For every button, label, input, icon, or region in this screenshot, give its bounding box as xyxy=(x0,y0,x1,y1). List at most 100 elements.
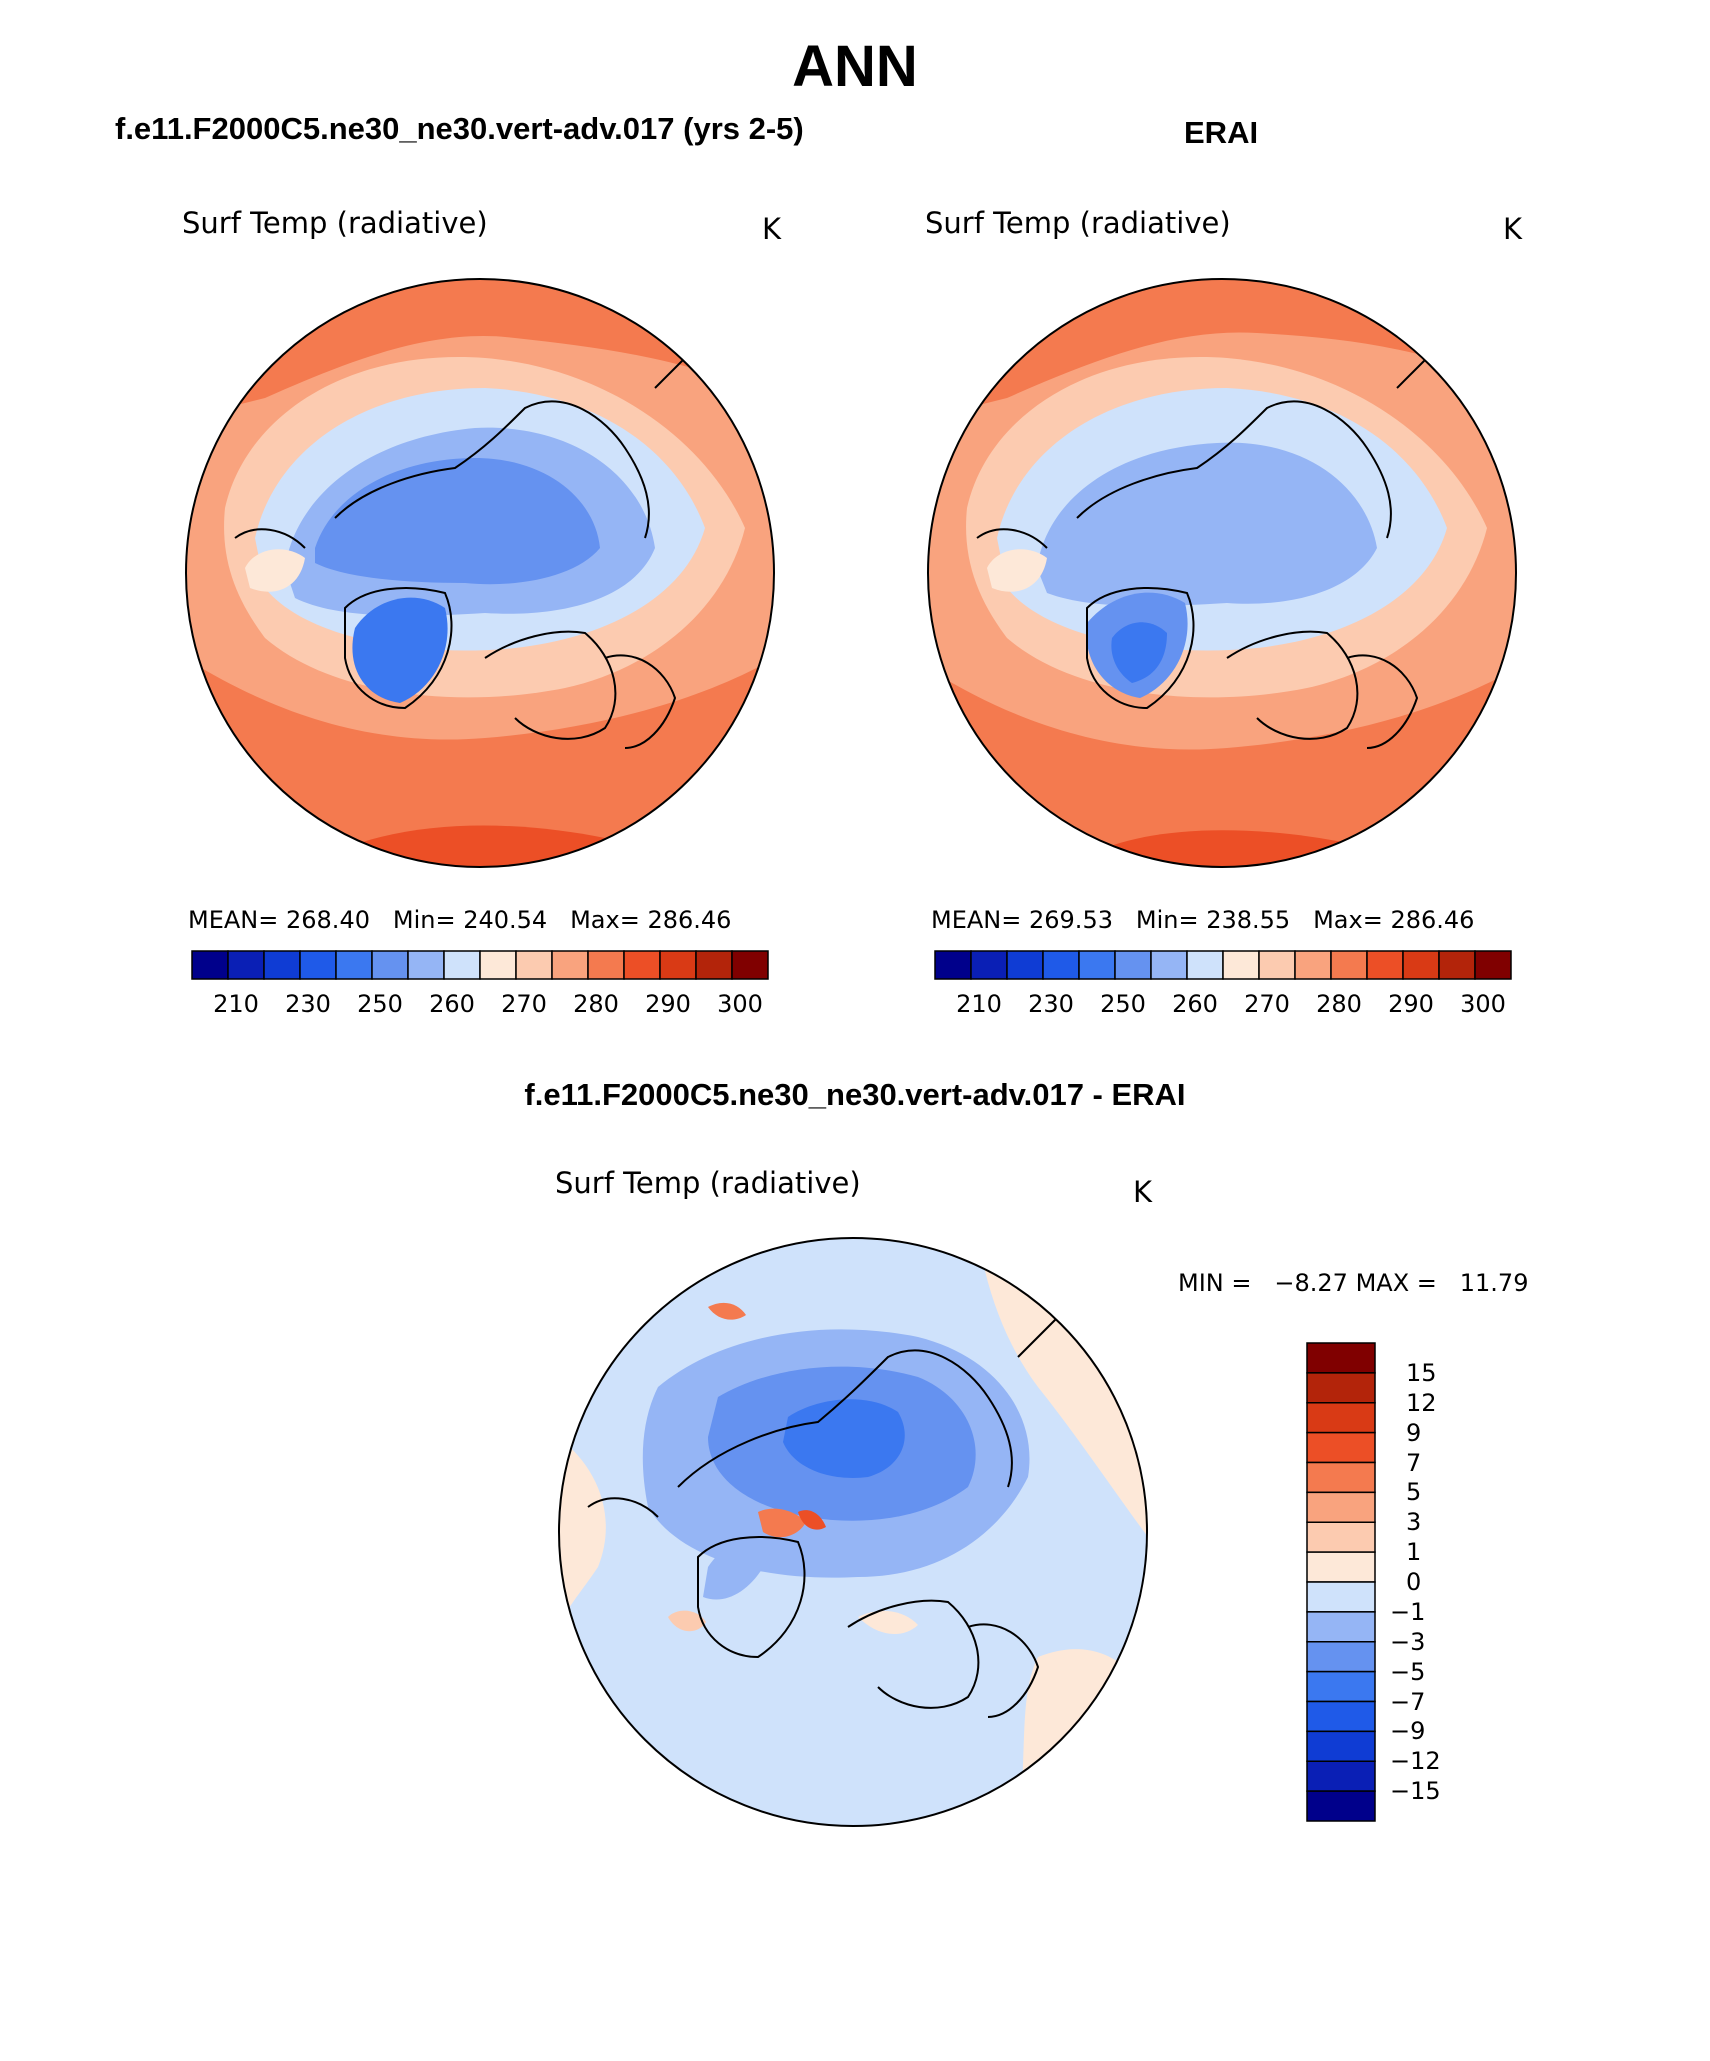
colorbar-box xyxy=(1306,1611,1376,1643)
colorbar-tick-label: −12 xyxy=(1390,1747,1441,1776)
colorbar-tick-label: 5 xyxy=(1406,1478,1422,1507)
colorbar-box xyxy=(1306,1790,1376,1822)
stat-min-label: Min= xyxy=(392,906,456,934)
panel-diff-units: K xyxy=(1133,1175,1153,1209)
colorbar-box xyxy=(1294,950,1332,980)
colorbar-tick-label: −5 xyxy=(1390,1657,1426,1686)
panel-diff-polar-map xyxy=(558,1237,1148,1827)
stat-min: 238.55 xyxy=(1206,906,1291,934)
colorbar-box xyxy=(659,950,697,980)
colorbar-tick-label: 280 xyxy=(1316,990,1362,1018)
stat-max-label: Max= xyxy=(1313,906,1383,934)
colorbar-box xyxy=(191,950,229,980)
panel-model-stats: MEAN= 268.40 Min= 240.54 Max= 286.46 xyxy=(188,905,731,935)
colorbar-box xyxy=(1306,1491,1376,1523)
colorbar-box xyxy=(1306,1372,1376,1404)
stat-max: 11.79 xyxy=(1459,1269,1529,1297)
colorbar-tick-label: −1 xyxy=(1390,1597,1426,1626)
colorbar-box xyxy=(587,950,625,980)
panel-diff-colorbar-ticks: 15 12 9 7 5 3 1 0 −1 −3 −5 −7 −9 −12 −15 xyxy=(1390,1343,1470,1821)
colorbar-tick-label: 230 xyxy=(285,990,331,1018)
colorbar-tick-label: −15 xyxy=(1390,1777,1441,1806)
colorbar-box xyxy=(1150,950,1188,980)
colorbar-tick-label: 230 xyxy=(1028,990,1074,1018)
colorbar-box xyxy=(1366,950,1404,980)
colorbar-box xyxy=(1306,1342,1376,1374)
panel-diff-variable-label: Surf Temp (radiative) xyxy=(555,1166,861,1200)
colorbar-box xyxy=(934,950,972,980)
colorbar-box xyxy=(551,950,589,980)
colorbar-box xyxy=(515,950,553,980)
stat-min-label: MIN = xyxy=(1178,1269,1252,1297)
colorbar-box xyxy=(623,950,661,980)
colorbar-box xyxy=(695,950,733,980)
colorbar-box xyxy=(1402,950,1440,980)
colorbar-box xyxy=(443,950,481,980)
stat-mean: 268.40 xyxy=(286,906,370,934)
colorbar-box xyxy=(1186,950,1224,980)
colorbar-box xyxy=(1042,950,1080,980)
colorbar-box xyxy=(1306,1641,1376,1673)
colorbar-tick-label: 210 xyxy=(213,990,259,1018)
colorbar-box xyxy=(479,950,517,980)
panel-obs-variable-label: Surf Temp (radiative) xyxy=(925,206,1231,240)
panel-obs-stats: MEAN= 269.53 Min= 238.55 Max= 286.46 xyxy=(931,905,1474,935)
colorbar-tick-label: 260 xyxy=(429,990,475,1018)
colorbar-box xyxy=(1474,950,1512,980)
panel-obs-heading: ERAI xyxy=(1184,115,1259,150)
panel-model-units: K xyxy=(762,212,782,246)
colorbar-box xyxy=(1306,1670,1376,1703)
colorbar-box xyxy=(1438,950,1476,980)
colorbar-tick-label: 15 xyxy=(1406,1358,1437,1387)
colorbar-box xyxy=(1306,1700,1376,1733)
stat-min: 240.54 xyxy=(463,906,548,934)
colorbar-tick-label: 290 xyxy=(645,990,691,1018)
colorbar-tick-label: −9 xyxy=(1390,1717,1426,1746)
colorbar-box xyxy=(1306,1730,1376,1762)
colorbar-tick-label: 3 xyxy=(1406,1508,1422,1537)
colorbar-tick-label: −3 xyxy=(1390,1627,1426,1656)
panel-model-heading: f.e11.F2000C5.ne30_ne30.vert-adv.017 (yr… xyxy=(115,111,804,146)
colorbar-tick-label: 280 xyxy=(573,990,619,1018)
stat-max: 286.46 xyxy=(647,906,732,934)
colorbar-tick-label: 7 xyxy=(1406,1448,1422,1477)
stat-mean: 269.53 xyxy=(1029,906,1113,934)
stat-min-label: Min= xyxy=(1135,906,1199,934)
colorbar-tick-label: 12 xyxy=(1406,1388,1437,1417)
stat-max-label: MAX = xyxy=(1355,1269,1437,1297)
colorbar-box xyxy=(1306,1760,1376,1792)
colorbar-box xyxy=(1222,950,1260,980)
colorbar-box xyxy=(299,950,337,980)
colorbar-box xyxy=(970,950,1008,980)
colorbar-box xyxy=(1306,1431,1376,1464)
panel-model-colorbar-ticks: 210 230 250 260 270 280 290 300 xyxy=(192,990,768,1020)
panel-diff-heading: f.e11.F2000C5.ne30_ne30.vert-adv.017 - E… xyxy=(524,1077,1186,1112)
colorbar-box xyxy=(1306,1521,1376,1553)
colorbar-tick-label: 270 xyxy=(1244,990,1290,1018)
colorbar-box xyxy=(371,950,409,980)
panel-obs-colorbar xyxy=(934,950,1512,980)
stat-mean-label: MEAN= xyxy=(188,906,279,934)
panel-obs-colorbar-ticks: 210 230 250 260 270 280 290 300 xyxy=(935,990,1511,1020)
colorbar-tick-label: 1 xyxy=(1406,1538,1422,1567)
panel-model-polar-map xyxy=(185,278,775,868)
panel-diff-stats: MIN = −8.27 MAX = 11.79 xyxy=(1178,1268,1528,1298)
colorbar-box xyxy=(1330,950,1368,980)
panel-model-colorbar xyxy=(191,950,769,980)
colorbar-tick-label: 270 xyxy=(501,990,547,1018)
colorbar-tick-label: 250 xyxy=(1100,990,1146,1018)
panel-diff-colorbar xyxy=(1306,1342,1376,1822)
colorbar-box xyxy=(227,950,265,980)
colorbar-tick-label: 210 xyxy=(956,990,1002,1018)
colorbar-box xyxy=(1114,950,1152,980)
panel-model-variable-label: Surf Temp (radiative) xyxy=(182,206,488,240)
panel-obs-units: K xyxy=(1503,212,1523,246)
colorbar-box xyxy=(263,950,301,980)
colorbar-tick-label: 300 xyxy=(717,990,763,1018)
colorbar-box xyxy=(731,950,769,980)
colorbar-tick-label: 290 xyxy=(1388,990,1434,1018)
colorbar-box xyxy=(1006,950,1044,980)
colorbar-tick-label: −7 xyxy=(1390,1687,1426,1716)
colorbar-tick-label: 300 xyxy=(1460,990,1506,1018)
colorbar-box xyxy=(1258,950,1296,980)
